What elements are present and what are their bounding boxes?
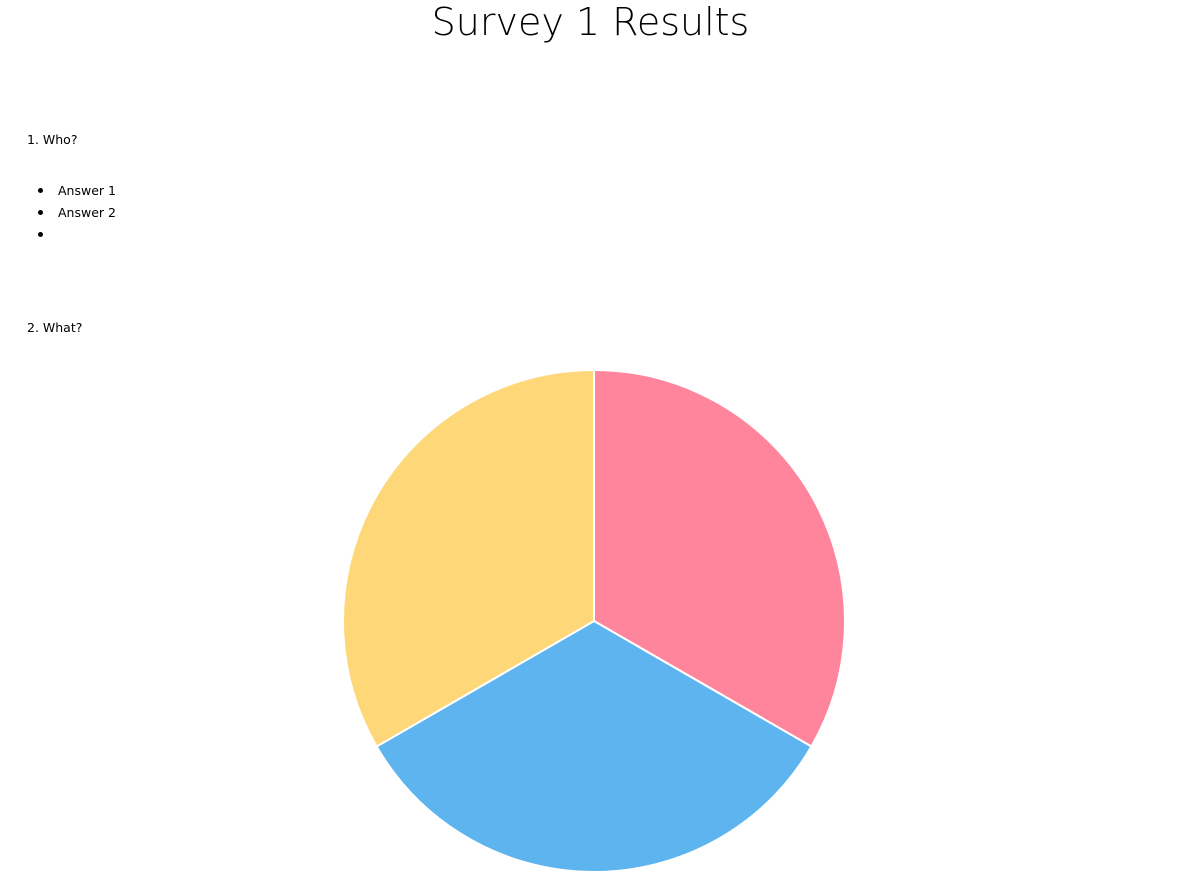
bullet-icon bbox=[38, 232, 43, 237]
bullet-icon bbox=[38, 210, 43, 215]
answer-item: Answer 2 bbox=[38, 202, 116, 224]
question-2-label: 2. What? bbox=[27, 320, 83, 335]
question-1-answer-list: Answer 1 Answer 2 bbox=[38, 180, 116, 246]
answer-label: Answer 2 bbox=[58, 205, 116, 220]
bullet-icon bbox=[38, 188, 43, 193]
question-1-label: 1. Who? bbox=[27, 132, 78, 147]
answer-label: Answer 1 bbox=[58, 183, 116, 198]
page-title: Survey 1 Results bbox=[431, 0, 750, 44]
answer-item: Answer 1 bbox=[38, 180, 116, 202]
pie-slice-3 bbox=[342, 368, 595, 748]
pie-slice-1 bbox=[593, 368, 846, 748]
answer-item bbox=[38, 224, 116, 246]
pie-slice-2 bbox=[375, 619, 813, 873]
